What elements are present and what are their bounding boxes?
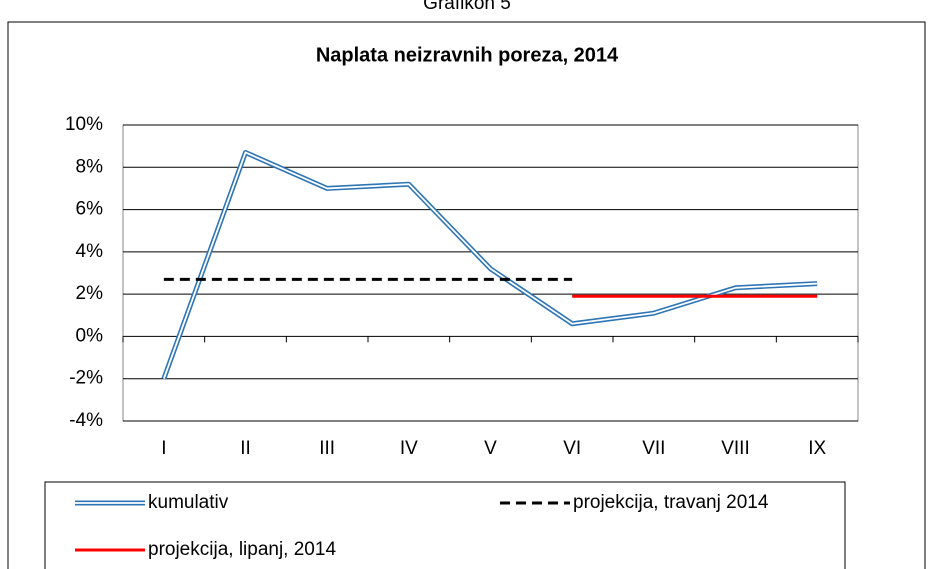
x-tick-label: VII bbox=[642, 438, 665, 459]
y-tick-label: 4% bbox=[76, 241, 104, 262]
y-tick-label: 10% bbox=[65, 114, 103, 135]
chart-frame bbox=[7, 21, 926, 569]
caption: Grafikon 5 bbox=[423, 0, 511, 14]
legend-label: projekcija, lipanj, 2014 bbox=[148, 539, 336, 560]
x-tick-label: VI bbox=[563, 438, 581, 459]
y-tick-label: 6% bbox=[76, 199, 104, 220]
x-tick-label: III bbox=[319, 438, 335, 459]
y-tick-label: -2% bbox=[69, 368, 103, 389]
x-tick-label: I bbox=[161, 438, 166, 459]
y-tick-label: 8% bbox=[76, 156, 104, 177]
plot-area bbox=[122, 124, 859, 422]
legend-label: kumulativ bbox=[148, 492, 229, 513]
legend-label: projekcija, travanj 2014 bbox=[573, 492, 769, 513]
x-tick-label: IV bbox=[400, 438, 418, 459]
x-tick-label: V bbox=[484, 438, 497, 459]
y-tick-label: 0% bbox=[76, 325, 104, 346]
chart-title: Naplata neizravnih poreza, 2014 bbox=[316, 44, 619, 66]
series-line bbox=[161, 149, 818, 380]
legend-box bbox=[44, 481, 846, 569]
y-tick-label: 2% bbox=[76, 283, 104, 304]
x-tick-label: VIII bbox=[721, 438, 750, 459]
x-tick-label: II bbox=[240, 438, 251, 459]
y-tick-label: -4% bbox=[69, 410, 103, 431]
x-tick-label: IX bbox=[808, 438, 826, 459]
